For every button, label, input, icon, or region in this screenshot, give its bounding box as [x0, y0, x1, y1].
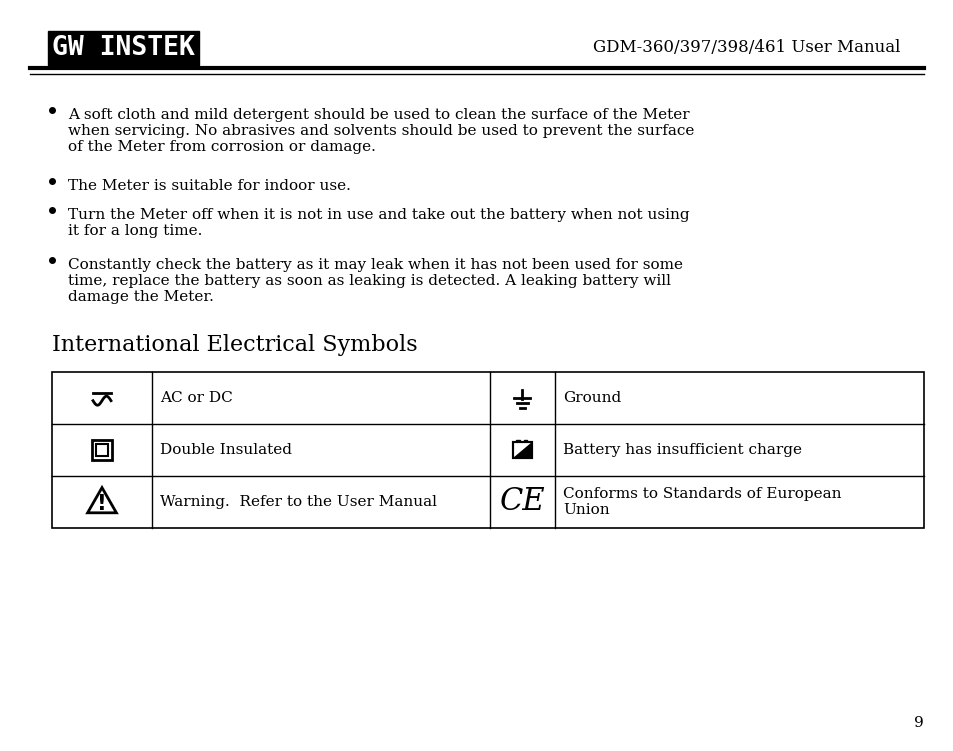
- Bar: [516, 439, 519, 442]
- Text: GDM-360/397/398/461 User Manual: GDM-360/397/398/461 User Manual: [592, 40, 899, 56]
- Text: GW INSTEK: GW INSTEK: [52, 35, 194, 61]
- Text: Battery has insufficient charge: Battery has insufficient charge: [562, 443, 801, 457]
- Text: AC or DC: AC or DC: [160, 391, 233, 405]
- Text: CE: CE: [499, 487, 545, 517]
- Text: Constantly check the battery as it may leak when it has not been used for some
t: Constantly check the battery as it may l…: [68, 258, 682, 304]
- Text: !: !: [97, 494, 107, 514]
- Bar: [513, 442, 531, 457]
- Polygon shape: [513, 442, 531, 457]
- Bar: [52, 372, 923, 528]
- Bar: [96, 444, 108, 456]
- Bar: [91, 440, 112, 460]
- Text: Double Insulated: Double Insulated: [160, 443, 292, 457]
- Text: The Meter is suitable for indoor use.: The Meter is suitable for indoor use.: [68, 179, 351, 193]
- Text: Warning.  Refer to the User Manual: Warning. Refer to the User Manual: [160, 495, 436, 509]
- Polygon shape: [88, 487, 116, 513]
- Text: Turn the Meter off when it is not in use and take out the battery when not using: Turn the Meter off when it is not in use…: [68, 208, 689, 238]
- Bar: [524, 439, 526, 442]
- Text: Conforms to Standards of European
Union: Conforms to Standards of European Union: [562, 487, 841, 517]
- Bar: [513, 442, 531, 457]
- Text: 9: 9: [913, 716, 923, 730]
- Text: Ground: Ground: [562, 391, 620, 405]
- Text: International Electrical Symbols: International Electrical Symbols: [52, 334, 417, 356]
- Text: A soft cloth and mild detergent should be used to clean the surface of the Meter: A soft cloth and mild detergent should b…: [68, 108, 694, 155]
